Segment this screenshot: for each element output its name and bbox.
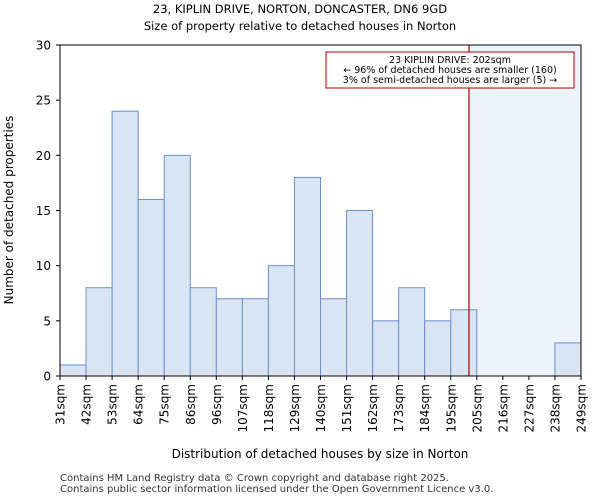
bar-140sqm [320,298,348,377]
bar-64sqm [137,198,165,377]
y-ticks-layer: 0 5 10 15 20 25 30 [36,39,60,384]
bar-151sqm [346,210,374,377]
x-tick-label: 31sqm [54,384,68,425]
bar-129sqm [293,176,322,377]
annotation-line-1: 23 KIPLIN DRIVE: 202sqm [389,55,511,66]
x-tick-label: 107sqm [236,384,250,432]
x-tick-label: 42sqm [80,384,94,425]
footer-copyright: Contains HM Land Registry data © Crown c… [60,473,449,484]
x-tick-label: 140sqm [314,384,328,432]
x-tick-label: 173sqm [392,384,406,432]
x-tick-label: 96sqm [210,384,224,425]
bar-42sqm [85,287,113,377]
x-tick-label: 86sqm [184,384,198,425]
bar-86sqm [189,287,217,377]
y-tick-label: 20 [36,149,51,163]
bar-195sqm [450,309,478,377]
x-tick-label: 227sqm [522,384,536,432]
annotation-line-3: 3% of semi-detached houses are larger (5… [343,75,557,86]
annotation-line-2: ← 96% of detached houses are smaller (16… [343,65,556,76]
x-tick-label: 205sqm [470,384,484,432]
x-tick-label: 249sqm [575,384,589,432]
x-axis-label: Distribution of detached houses by size … [172,447,469,461]
y-axis-label: Number of detached properties [2,116,16,305]
annotation-box: 23 KIPLIN DRIVE: 202sqm ← 96% of detache… [325,51,575,89]
x-tick-label: 118sqm [262,384,276,432]
bar-107sqm [241,298,269,377]
x-tick-label: 151sqm [340,384,354,432]
x-ticks-layer: 31sqm 42sqm 53sqm 64sqm 75sqm 86sqm 96sqm 107sq… [54,376,589,432]
y-tick-label: 30 [36,39,51,53]
x-tick-label: 184sqm [418,384,432,432]
x-tick-label: 64sqm [132,384,146,425]
bars-layer [59,110,582,377]
bar-75sqm [163,154,191,377]
chart-title: 23, KIPLIN DRIVE, NORTON, DONCASTER, DN6… [153,2,447,16]
x-tick-label: 75sqm [158,384,172,425]
x-tick-label: 195sqm [444,384,458,432]
y-tick-label: 5 [43,314,51,328]
bar-184sqm [424,320,452,377]
bar-162sqm [372,320,400,377]
y-tick-label: 25 [36,94,51,108]
chart-subtitle: Size of property relative to detached ho… [144,19,456,33]
x-tick-label: 129sqm [288,384,302,432]
larger-region-highlight [468,45,581,376]
bar-238sqm [554,342,582,377]
bar-53sqm [111,110,139,377]
bar-96sqm [215,298,243,377]
bar-118sqm [267,265,295,377]
bar-31sqm [59,364,87,377]
x-tick-label: 162sqm [366,384,380,432]
bar-173sqm [398,287,426,377]
highlight-region-layer [468,45,581,376]
footer-licence: Contains public sector information licen… [60,484,494,495]
y-tick-label: 0 [43,370,51,384]
x-tick-label: 238sqm [548,384,562,432]
y-tick-label: 15 [36,204,51,218]
chart-svg: 23, KIPLIN DRIVE, NORTON, DONCASTER, DN6… [2,2,589,461]
annotation-box-border [325,51,575,89]
y-tick-label: 10 [36,259,51,273]
x-tick-label: 53sqm [106,384,120,425]
x-tick-label: 216sqm [496,384,510,432]
